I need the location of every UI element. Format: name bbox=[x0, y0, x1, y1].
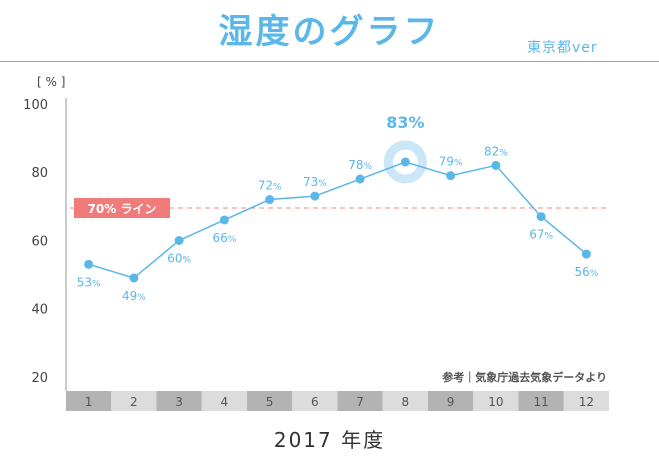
header-divider bbox=[0, 61, 659, 62]
data-point bbox=[536, 212, 546, 222]
x-tick-label: 10 bbox=[488, 395, 503, 409]
data-point bbox=[219, 215, 229, 225]
x-tick-label: 1 bbox=[85, 395, 93, 409]
reference-label-box bbox=[74, 198, 170, 219]
data-label: 66% bbox=[212, 231, 236, 245]
y-tick-label: 60 bbox=[31, 234, 48, 249]
data-label: 56% bbox=[574, 265, 598, 279]
y-tick-label: 80 bbox=[31, 166, 48, 181]
data-point bbox=[265, 195, 275, 205]
x-tick-label: 4 bbox=[221, 395, 229, 409]
data-point bbox=[491, 160, 501, 170]
data-label: 72% bbox=[258, 179, 282, 193]
x-tick-label: 8 bbox=[402, 395, 410, 409]
data-label: 79% bbox=[439, 155, 463, 169]
y-axis-unit: [ % ] bbox=[37, 75, 65, 89]
series-line bbox=[88, 161, 587, 279]
x-category-band bbox=[563, 391, 609, 411]
x-category-band bbox=[66, 391, 112, 411]
x-tick-label: 12 bbox=[579, 395, 594, 409]
data-point bbox=[581, 249, 591, 259]
data-point bbox=[129, 273, 139, 283]
x-category-band bbox=[247, 391, 293, 411]
x-tick-label: 3 bbox=[175, 395, 183, 409]
data-point bbox=[84, 259, 94, 269]
chart-title: 湿度のグラフ bbox=[218, 12, 441, 52]
y-tick-label: 20 bbox=[31, 371, 48, 386]
data-label: 67% bbox=[529, 228, 553, 242]
data-label: 53% bbox=[77, 275, 101, 289]
reference-label: 70% ライン bbox=[88, 202, 157, 216]
x-axis-label: 2017 年度 bbox=[273, 428, 386, 452]
x-tick-label: 11 bbox=[533, 395, 548, 409]
x-tick-label: 5 bbox=[266, 395, 274, 409]
y-tick-label: 100 bbox=[23, 98, 48, 113]
x-category-band bbox=[201, 391, 247, 411]
source-note: 参考｜気象庁過去気象データより bbox=[442, 370, 607, 384]
chart-subtitle: 東京都ver bbox=[527, 40, 598, 56]
x-category-band bbox=[473, 391, 519, 411]
x-category-band bbox=[337, 391, 383, 411]
peak-label: 83% bbox=[386, 113, 424, 132]
data-label: 78% bbox=[348, 158, 372, 172]
x-tick-label: 6 bbox=[311, 395, 319, 409]
data-point bbox=[310, 191, 320, 201]
x-category-band bbox=[111, 391, 157, 411]
x-category-band bbox=[292, 391, 338, 411]
x-tick-label: 9 bbox=[447, 395, 455, 409]
y-tick-label: 40 bbox=[31, 303, 48, 318]
data-point bbox=[355, 174, 365, 184]
data-label: 82% bbox=[484, 144, 508, 158]
x-category-band bbox=[382, 391, 428, 411]
data-point bbox=[400, 157, 410, 167]
x-category-band bbox=[518, 391, 564, 411]
x-tick-label: 7 bbox=[356, 395, 364, 409]
data-label: 73% bbox=[303, 175, 327, 189]
data-point bbox=[174, 235, 184, 245]
x-tick-label: 2 bbox=[130, 395, 138, 409]
x-category-band bbox=[428, 391, 474, 411]
peak-highlight-ring bbox=[383, 140, 427, 184]
data-point bbox=[446, 171, 456, 181]
x-category-band bbox=[156, 391, 202, 411]
data-label: 49% bbox=[122, 289, 146, 303]
data-label: 60% bbox=[167, 251, 191, 265]
